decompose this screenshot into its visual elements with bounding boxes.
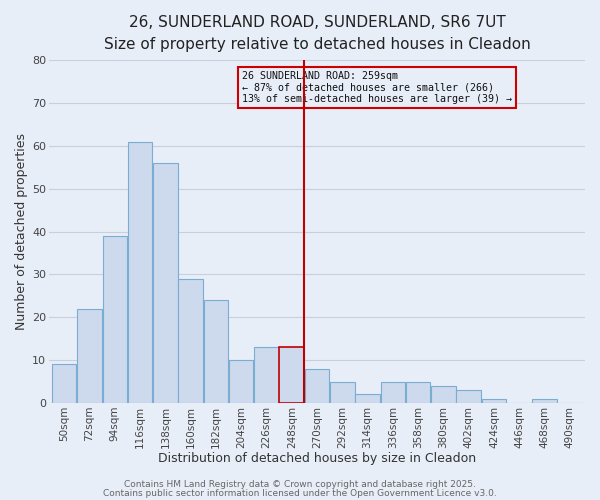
Bar — [280, 348, 304, 403]
Bar — [406, 382, 430, 403]
Bar — [153, 163, 178, 403]
Title: 26, SUNDERLAND ROAD, SUNDERLAND, SR6 7UT
Size of property relative to detached h: 26, SUNDERLAND ROAD, SUNDERLAND, SR6 7UT… — [104, 15, 530, 52]
Bar — [77, 308, 102, 403]
Bar — [254, 348, 279, 403]
Bar — [355, 394, 380, 403]
X-axis label: Distribution of detached houses by size in Cleadon: Distribution of detached houses by size … — [158, 452, 476, 465]
Bar — [532, 398, 557, 403]
Bar — [203, 300, 228, 403]
Bar — [178, 278, 203, 403]
Bar — [482, 398, 506, 403]
Bar — [52, 364, 76, 403]
Bar — [128, 142, 152, 403]
Y-axis label: Number of detached properties: Number of detached properties — [15, 133, 28, 330]
Bar — [229, 360, 253, 403]
Text: Contains public sector information licensed under the Open Government Licence v3: Contains public sector information licen… — [103, 488, 497, 498]
Bar — [457, 390, 481, 403]
Text: 26 SUNDERLAND ROAD: 259sqm
← 87% of detached houses are smaller (266)
13% of sem: 26 SUNDERLAND ROAD: 259sqm ← 87% of deta… — [242, 70, 512, 104]
Bar — [380, 382, 405, 403]
Bar — [103, 236, 127, 403]
Bar — [330, 382, 355, 403]
Bar — [431, 386, 455, 403]
Text: Contains HM Land Registry data © Crown copyright and database right 2025.: Contains HM Land Registry data © Crown c… — [124, 480, 476, 489]
Bar — [305, 368, 329, 403]
